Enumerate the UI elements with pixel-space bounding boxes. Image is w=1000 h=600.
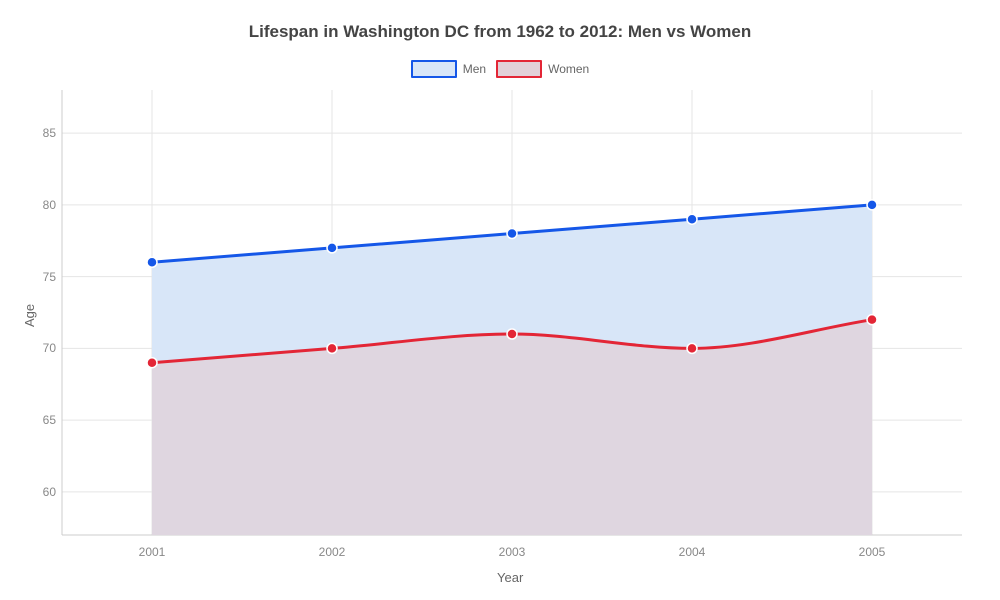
legend-label-men: Men: [463, 62, 486, 76]
legend-item-men[interactable]: Men: [411, 60, 486, 78]
x-tick-label: 2004: [672, 545, 712, 559]
y-tick-label: 75: [32, 270, 56, 284]
x-tick-label: 2002: [312, 545, 352, 559]
x-tick-label: 2005: [852, 545, 892, 559]
y-tick-label: 70: [32, 341, 56, 355]
plot-area: [62, 90, 962, 535]
chart-title: Lifespan in Washington DC from 1962 to 2…: [0, 22, 1000, 42]
chart-container: Lifespan in Washington DC from 1962 to 2…: [0, 0, 1000, 600]
y-tick-label: 65: [32, 413, 56, 427]
legend-label-women: Women: [548, 62, 589, 76]
legend-swatch-women: [496, 60, 542, 78]
y-tick-label: 85: [32, 126, 56, 140]
plot-svg: [62, 90, 962, 535]
x-tick-label: 2003: [492, 545, 532, 559]
legend-swatch-men: [411, 60, 457, 78]
legend-item-women[interactable]: Women: [496, 60, 589, 78]
y-tick-label: 80: [32, 198, 56, 212]
x-tick-label: 2001: [132, 545, 172, 559]
legend: Men Women: [0, 60, 1000, 78]
y-axis-label: Age: [22, 303, 37, 326]
x-axis-label: Year: [497, 570, 523, 585]
y-tick-label: 60: [32, 485, 56, 499]
